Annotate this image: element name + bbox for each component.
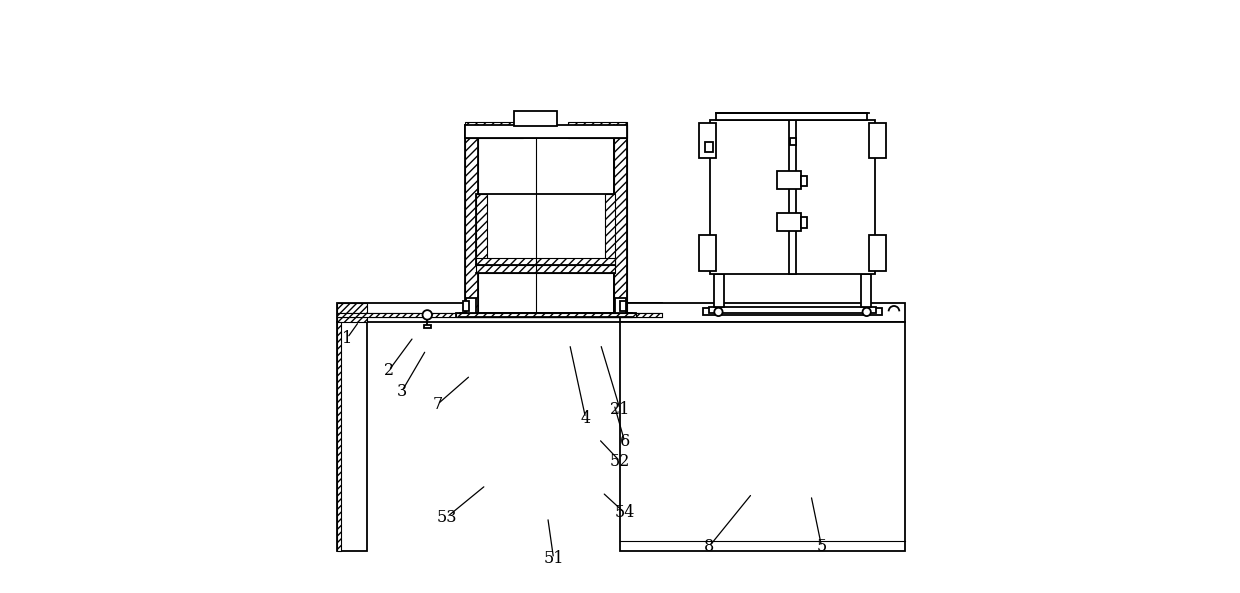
- Bar: [801, 176, 807, 186]
- Bar: [777, 213, 801, 231]
- Bar: [465, 122, 523, 138]
- Bar: [706, 142, 713, 152]
- Bar: [620, 301, 626, 311]
- Bar: [456, 313, 636, 317]
- Text: 4: 4: [580, 410, 590, 426]
- Text: 1: 1: [342, 330, 352, 346]
- Bar: [714, 274, 724, 307]
- Bar: [568, 122, 627, 138]
- Text: 2: 2: [383, 362, 394, 379]
- Text: 21: 21: [610, 401, 630, 417]
- Bar: [464, 301, 470, 311]
- Bar: [615, 298, 626, 313]
- Bar: [703, 308, 882, 315]
- Bar: [801, 217, 807, 228]
- Circle shape: [423, 310, 432, 320]
- Bar: [424, 325, 430, 328]
- Text: 7: 7: [433, 396, 443, 413]
- Bar: [336, 303, 661, 322]
- Text: 3: 3: [397, 383, 407, 400]
- Circle shape: [863, 308, 870, 316]
- Bar: [605, 194, 615, 265]
- Bar: [460, 313, 632, 317]
- Bar: [336, 322, 341, 551]
- Bar: [336, 322, 367, 551]
- Bar: [336, 303, 367, 322]
- Bar: [465, 125, 477, 313]
- Bar: [709, 307, 877, 313]
- Circle shape: [714, 308, 723, 316]
- Bar: [476, 194, 487, 265]
- Bar: [715, 113, 867, 120]
- Bar: [515, 111, 557, 126]
- Bar: [476, 265, 615, 273]
- Text: 8: 8: [704, 538, 714, 555]
- Text: 51: 51: [543, 550, 564, 567]
- Bar: [476, 258, 615, 265]
- Bar: [477, 138, 614, 313]
- Bar: [699, 235, 715, 271]
- Bar: [861, 274, 872, 307]
- Bar: [699, 123, 715, 158]
- Bar: [789, 120, 796, 274]
- Bar: [790, 138, 796, 145]
- Bar: [869, 235, 885, 271]
- Bar: [620, 303, 905, 322]
- Text: 54: 54: [615, 505, 635, 521]
- Text: 5: 5: [816, 538, 827, 555]
- Bar: [476, 194, 615, 265]
- Bar: [620, 322, 905, 551]
- Text: 6: 6: [620, 433, 630, 450]
- Bar: [466, 298, 476, 313]
- Bar: [614, 125, 627, 313]
- Bar: [465, 125, 627, 138]
- Bar: [711, 120, 875, 274]
- Bar: [869, 123, 885, 158]
- Text: 53: 53: [436, 509, 458, 525]
- Text: 52: 52: [610, 453, 630, 470]
- Bar: [777, 171, 801, 189]
- Bar: [336, 313, 661, 317]
- Bar: [456, 313, 636, 317]
